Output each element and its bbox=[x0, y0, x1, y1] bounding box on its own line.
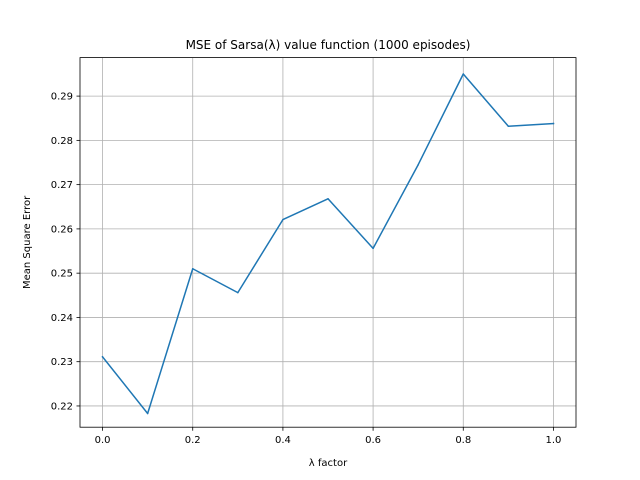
data-point bbox=[552, 122, 555, 125]
y-tick-label: 0.22 bbox=[51, 401, 73, 412]
y-axis: 0.22 0.23 0.24 0.25 0.26 0.27 0.28 0.29 bbox=[51, 92, 80, 412]
grid bbox=[80, 57, 576, 428]
data-point bbox=[282, 218, 284, 221]
y-tick-label: 0.28 bbox=[51, 136, 73, 147]
y-tick-label: 0.25 bbox=[51, 269, 73, 280]
series-layer bbox=[101, 73, 555, 415]
x-tick-label: 0.4 bbox=[275, 435, 291, 446]
data-point bbox=[101, 356, 104, 358]
data-point bbox=[146, 412, 149, 415]
x-axis: 0.0 0.2 0.4 0.6 0.8 1.0 bbox=[95, 427, 562, 446]
x-tick-label: 1.0 bbox=[546, 435, 562, 446]
x-tick-label: 0.0 bbox=[95, 435, 111, 446]
data-point bbox=[462, 73, 465, 75]
x-tick-label: 0.2 bbox=[185, 435, 201, 446]
plot-frame bbox=[79, 57, 577, 428]
x-axis-label: λ factor bbox=[309, 458, 348, 469]
data-point bbox=[507, 125, 510, 127]
x-tick-label: 0.8 bbox=[455, 435, 471, 446]
y-axis-label: Mean Square Error bbox=[22, 195, 33, 289]
data-point bbox=[327, 198, 329, 200]
y-tick-label: 0.26 bbox=[51, 224, 73, 235]
chart-title: MSE of Sarsa(λ) value function (1000 epi… bbox=[186, 38, 471, 52]
y-tick-label: 0.23 bbox=[51, 357, 73, 368]
data-point bbox=[372, 247, 374, 250]
data-point bbox=[417, 163, 419, 166]
x-tick-label: 0.6 bbox=[365, 435, 381, 446]
y-tick-label: 0.24 bbox=[51, 313, 73, 324]
data-point bbox=[237, 291, 239, 294]
y-tick-label: 0.29 bbox=[51, 92, 73, 103]
data-point bbox=[191, 267, 194, 270]
y-tick-label: 0.27 bbox=[51, 180, 73, 191]
